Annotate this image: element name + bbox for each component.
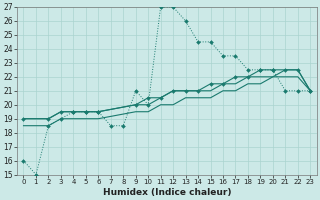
X-axis label: Humidex (Indice chaleur): Humidex (Indice chaleur) xyxy=(103,188,231,197)
